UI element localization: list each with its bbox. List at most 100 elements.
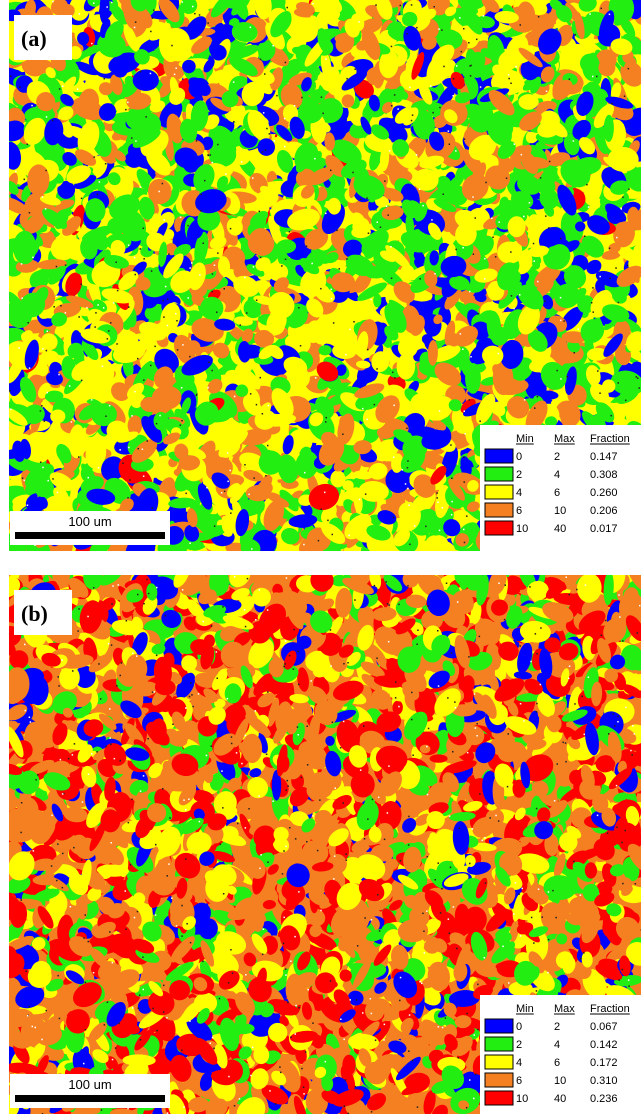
speck bbox=[167, 298, 169, 300]
speck bbox=[376, 368, 378, 370]
speck bbox=[442, 507, 444, 509]
speck bbox=[463, 457, 465, 459]
speck bbox=[191, 262, 193, 264]
speck bbox=[208, 362, 210, 364]
speck bbox=[134, 257, 136, 259]
speck bbox=[158, 191, 160, 193]
speck bbox=[589, 13, 591, 15]
speck bbox=[262, 413, 264, 415]
speck bbox=[370, 299, 372, 301]
speck bbox=[618, 382, 620, 384]
speck bbox=[91, 399, 93, 401]
speck bbox=[469, 291, 471, 293]
speck bbox=[181, 420, 183, 422]
speck bbox=[256, 404, 258, 406]
speck bbox=[79, 13, 81, 15]
speck bbox=[586, 184, 588, 186]
speck bbox=[443, 194, 445, 196]
speck bbox=[540, 177, 542, 179]
speck bbox=[10, 76, 12, 78]
speck bbox=[450, 444, 452, 446]
speck bbox=[60, 305, 62, 307]
speck bbox=[455, 249, 457, 251]
speck bbox=[470, 356, 472, 358]
speck bbox=[214, 525, 216, 527]
speck bbox=[392, 372, 394, 374]
speck bbox=[374, 404, 376, 406]
speck bbox=[9, 390, 11, 392]
legend-header: Min bbox=[516, 433, 534, 445]
speck bbox=[354, 69, 356, 71]
speck bbox=[597, 370, 599, 372]
speck bbox=[143, 476, 145, 478]
speck bbox=[578, 328, 580, 330]
legend-swatch bbox=[485, 521, 513, 535]
legend-fraction: 0.308 bbox=[590, 469, 618, 481]
speck bbox=[529, 202, 531, 204]
speck bbox=[221, 492, 223, 494]
speck bbox=[430, 85, 432, 87]
speck bbox=[506, 178, 508, 180]
speck bbox=[314, 158, 316, 160]
grain bbox=[519, 94, 539, 110]
speck bbox=[567, 376, 569, 378]
speck bbox=[182, 1, 184, 3]
speck bbox=[416, 27, 418, 29]
speck bbox=[47, 331, 49, 333]
speck bbox=[320, 288, 322, 290]
speck bbox=[473, 254, 475, 256]
speck bbox=[312, 3, 314, 5]
speck bbox=[367, 349, 369, 351]
scale-label: 100 um bbox=[68, 514, 111, 529]
speck bbox=[479, 421, 481, 423]
speck bbox=[256, 300, 258, 302]
speck bbox=[455, 150, 457, 152]
speck bbox=[244, 277, 246, 279]
speck bbox=[456, 65, 458, 67]
speck bbox=[596, 76, 598, 78]
speck bbox=[534, 407, 536, 409]
speck bbox=[439, 530, 441, 532]
legend-max: 4 bbox=[554, 469, 560, 481]
speck bbox=[189, 356, 191, 358]
speck bbox=[111, 2, 113, 4]
speck bbox=[240, 324, 242, 326]
speck bbox=[495, 256, 497, 258]
speck bbox=[327, 520, 329, 522]
speck bbox=[375, 4, 377, 6]
speck bbox=[520, 24, 522, 26]
speck bbox=[615, 267, 617, 269]
speck bbox=[330, 170, 332, 172]
speck bbox=[42, 348, 44, 350]
speck bbox=[110, 322, 112, 324]
speck bbox=[119, 449, 121, 451]
speck bbox=[500, 33, 502, 35]
speck bbox=[352, 172, 354, 174]
speck bbox=[628, 68, 630, 70]
speck bbox=[27, 322, 29, 324]
speck bbox=[537, 281, 539, 283]
speck bbox=[533, 243, 535, 245]
speck bbox=[391, 278, 393, 280]
speck bbox=[331, 289, 333, 291]
speck bbox=[315, 377, 317, 379]
speck bbox=[187, 225, 189, 227]
speck bbox=[548, 227, 550, 229]
speck bbox=[636, 376, 638, 378]
speck bbox=[464, 433, 466, 435]
speck bbox=[510, 83, 512, 85]
legend-min: 2 bbox=[516, 469, 522, 481]
speck bbox=[560, 320, 562, 322]
speck bbox=[122, 463, 124, 465]
speck bbox=[349, 329, 351, 331]
speck bbox=[140, 186, 142, 188]
speck bbox=[394, 377, 396, 379]
speck bbox=[484, 258, 486, 260]
grain bbox=[133, 69, 159, 91]
speck bbox=[18, 347, 20, 349]
speck bbox=[264, 73, 266, 75]
speck bbox=[406, 428, 408, 430]
speck bbox=[294, 105, 296, 107]
speck bbox=[628, 188, 630, 190]
speck bbox=[162, 300, 164, 302]
